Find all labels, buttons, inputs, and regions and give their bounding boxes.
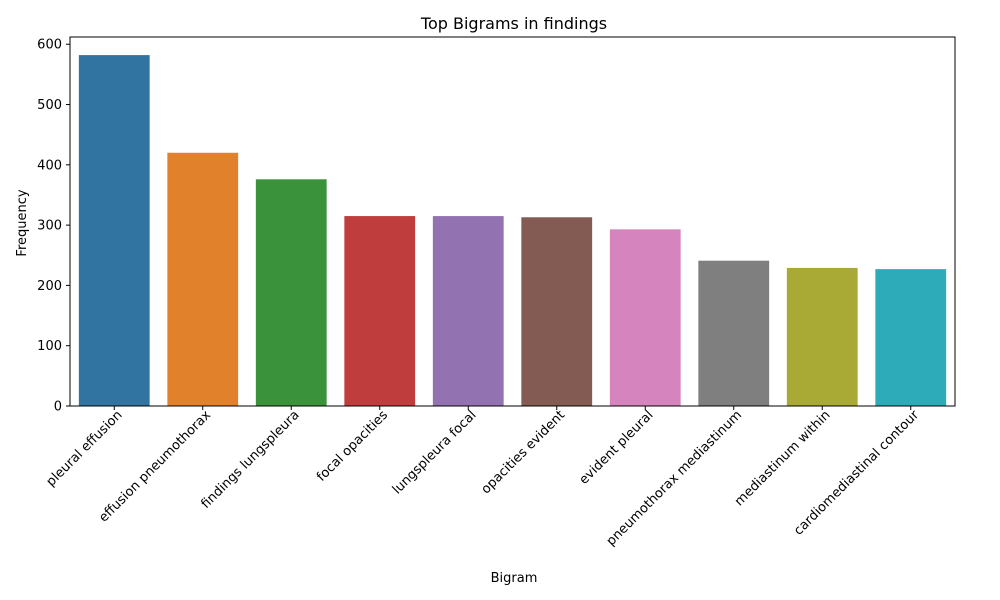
bar-1 <box>167 152 239 406</box>
bar-3 <box>344 216 416 406</box>
x-tick-label: lungspleura focal <box>390 408 480 498</box>
y-tick-label: 100 <box>37 339 62 354</box>
bar-4 <box>432 216 504 406</box>
y-tick-label: 300 <box>37 219 62 234</box>
plot-frame <box>69 36 956 407</box>
chart-title: Top Bigrams in findings <box>420 14 607 33</box>
bar-8 <box>786 267 858 406</box>
y-tick-label: 0 <box>54 400 62 415</box>
y-tick-label: 600 <box>37 38 62 53</box>
y-tick-label: 200 <box>37 279 62 294</box>
x-tick-label: pleural effusion <box>44 408 126 490</box>
bar-2 <box>255 179 327 406</box>
x-axis-label: Bigram <box>491 571 538 586</box>
x-tick-label: findings lungspleura <box>198 408 302 512</box>
x-tick-label: focal opacities <box>314 408 391 485</box>
bar-6 <box>609 229 681 406</box>
y-axis-label: Frequency <box>15 189 30 256</box>
bar-9 <box>875 269 947 406</box>
bar-7 <box>698 260 770 406</box>
bar-5 <box>521 217 593 406</box>
bar-0 <box>78 55 150 407</box>
y-tick-label: 500 <box>37 98 62 113</box>
y-axis: 0 100 200 300 400 500 600 <box>37 38 70 415</box>
y-tick-label: 400 <box>37 158 62 173</box>
bars-group <box>78 55 947 407</box>
x-tick-label: mediastinum within <box>732 408 834 510</box>
x-tick-label: opacities evident <box>479 408 568 497</box>
x-tick-label: evident pleural <box>577 408 657 488</box>
